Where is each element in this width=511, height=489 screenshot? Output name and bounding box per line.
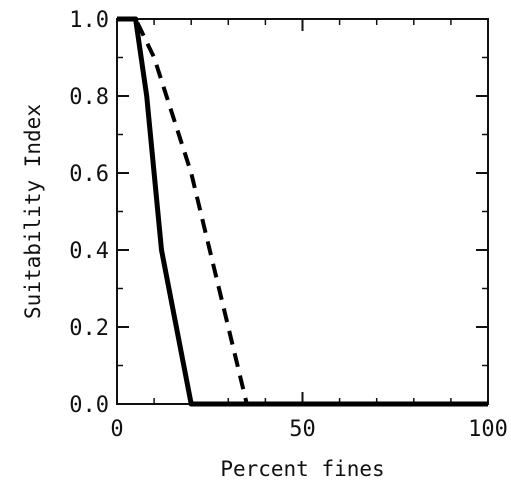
series-line-dashed	[117, 17, 488, 406]
series-layer	[117, 16, 488, 407]
y-tick-label: 0.2	[69, 316, 109, 341]
y-tick-label: 1.0	[69, 8, 109, 33]
x-tick-label: 0	[110, 417, 123, 442]
y-axis-title: Suitability Index	[21, 104, 45, 319]
plot-border	[116, 18, 489, 405]
axis-ticks	[116, 18, 489, 405]
x-axis-title: Percent fines	[220, 457, 384, 481]
x-tick-label: 100	[468, 417, 508, 442]
y-tick-label: 0.4	[69, 239, 109, 264]
plot-frame	[116, 18, 489, 405]
y-tick-label: 0.8	[69, 85, 109, 110]
series-line-solid	[117, 16, 488, 407]
tick-labels: 0.0 0.2 0.4 0.6 0.8 1.0 0 50 100	[69, 8, 508, 442]
y-tick-label: 0.0	[69, 393, 109, 418]
x-tick-label: 50	[289, 417, 316, 442]
y-tick-label: 0.6	[69, 162, 109, 187]
